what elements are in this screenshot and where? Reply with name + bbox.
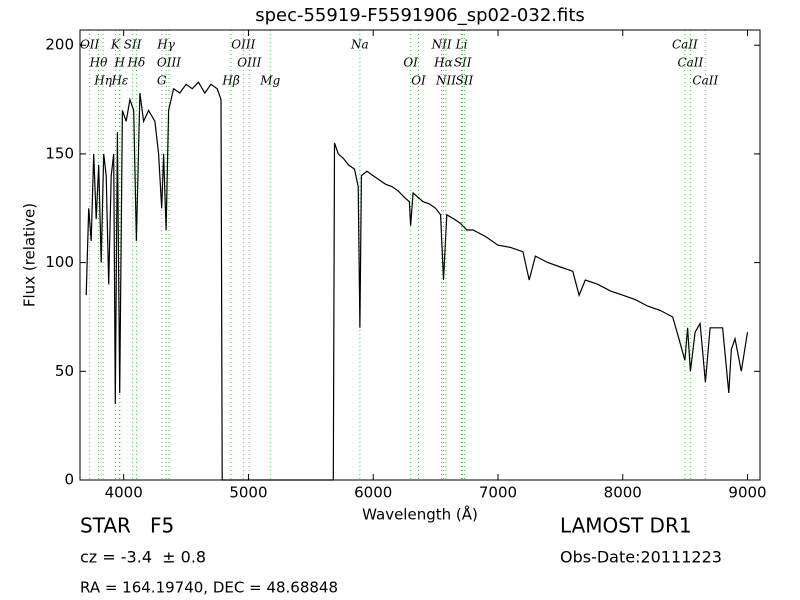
spectral-line-label: SII [456, 74, 474, 88]
y-tick-label: 200 [45, 36, 74, 54]
y-tick-label: 0 [64, 471, 74, 489]
annotation: STAR F5 [80, 514, 174, 538]
annotation: cz = -3.4 ± 0.8 [80, 548, 206, 567]
y-tick-label: 50 [55, 362, 74, 380]
annotation: LAMOST DR1 [560, 514, 692, 538]
x-tick-label: 8000 [604, 484, 642, 502]
plot-frame [79, 29, 761, 481]
spectral-line-label: Hε [110, 74, 128, 88]
spectral-line-label: CaII [672, 38, 698, 52]
y-axis-label: Flux (relative) [21, 203, 39, 307]
spectral-line-label: Hη [93, 74, 112, 88]
spectral-line-label: Hγ [156, 38, 175, 52]
spectral-line-label: NII [431, 38, 452, 52]
annotation: RA = 164.19740, DEC = 48.68848 [80, 579, 338, 597]
spectral-line-label: Hβ [221, 74, 239, 88]
y-tick-label: 100 [45, 253, 74, 271]
spectral-line-label: G [157, 74, 167, 88]
x-tick-label: 9000 [728, 484, 766, 502]
x-tick-label: 4000 [105, 484, 143, 502]
spectral-line-label: Mg [259, 74, 280, 88]
spectral-line-label: OI [403, 56, 418, 70]
spectral-line-label: OI [411, 74, 426, 88]
spectral-line-label: Hθ [89, 56, 108, 70]
annotation: Obs-Date:20111223 [560, 548, 722, 567]
spectral-line-label: OIII [231, 38, 255, 52]
spectral-line-label: SII [124, 38, 142, 52]
spectral-line-label: Hα [433, 56, 453, 70]
spectral-line-label: Li [455, 38, 468, 52]
spectrum-line [85, 81, 749, 481]
spectral-line-label: Na [350, 38, 369, 52]
x-tick-label: 7000 [479, 484, 517, 502]
x-tick-label: 5000 [229, 484, 267, 502]
spectral-line-label: CaII [692, 74, 718, 88]
spectral-line-label: SII [454, 56, 472, 70]
x-axis-label: Wavelength (Å) [362, 505, 478, 524]
spectral-line-label: NII [435, 74, 456, 88]
spectral-line-label: OII [80, 38, 100, 52]
spectral-line-label: K [110, 38, 121, 52]
y-tick-label: 150 [45, 144, 74, 162]
spectral-line-label: Hδ [127, 56, 146, 70]
chart-title: spec-55919-F5591906_sp02-032.fits [255, 5, 585, 26]
x-tick-label: 6000 [354, 484, 392, 502]
spectral-line-label: CaII [677, 56, 703, 70]
spectral-line-label: OIII [237, 56, 261, 70]
spectral-line-label: OIII [157, 56, 181, 70]
